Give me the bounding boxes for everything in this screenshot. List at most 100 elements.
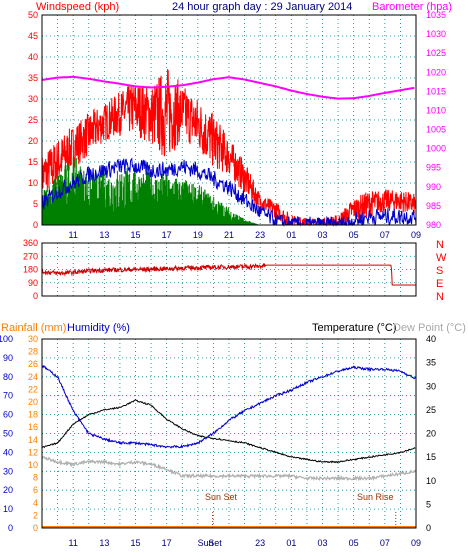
humidity-temp-panel-frame	[41, 338, 417, 529]
bottom-tick-label: 11	[68, 538, 77, 548]
hour-tick-label: 23	[255, 230, 265, 240]
windspeed-tick-label: 35	[28, 73, 38, 83]
direction-tick-label: 90	[28, 278, 38, 288]
barometer-tick-label: 1020	[426, 67, 446, 77]
humidity-tick-label: 60	[3, 410, 13, 420]
direction-tick-label: 0	[33, 291, 38, 301]
rainfall-tick-label: 26	[28, 359, 38, 369]
tick-layer: 0510152025303540455098098599099510001005…	[0, 10, 447, 548]
humidity-axis-title: Humidity (%)	[67, 322, 130, 334]
temperature-tick-label: 0	[426, 523, 431, 533]
hour-tick-label: 21	[224, 230, 234, 240]
humidity-tick-label: 90	[3, 353, 13, 363]
rainfall-tick-label: 16	[28, 422, 38, 432]
compass-label: N	[436, 291, 444, 303]
rainfall-tick-label: 0	[33, 523, 38, 533]
rainfall-tick-label: 4	[33, 498, 38, 508]
windspeed-tick-label: 20	[28, 136, 38, 146]
hour-tick-label: 03	[317, 230, 327, 240]
hour-tick-label: 05	[349, 230, 359, 240]
barometer-tick-label: 990	[426, 182, 441, 192]
wind-panel-frame	[41, 14, 417, 226]
temperature-tick-label: 40	[426, 334, 436, 344]
rainfall-tick-label: 28	[28, 347, 38, 357]
humidity-tick-label: 40	[3, 447, 13, 457]
bottom-tick-label: 05	[349, 538, 359, 548]
bottom-tick-label: 03	[317, 538, 327, 548]
bottom-tick-label: 17	[162, 538, 172, 548]
humidity-tick-label: 20	[3, 485, 13, 495]
hour-tick-label: 09	[411, 230, 421, 240]
barometer-tick-label: 1010	[426, 105, 446, 115]
windspeed-tick-label: 15	[28, 157, 38, 167]
direction-tick-label: 270	[23, 251, 38, 261]
humidity-tick-label: 0	[8, 523, 13, 533]
windspeed-tick-label: 5	[33, 199, 38, 209]
sunset-label: Sun Set	[205, 492, 238, 502]
series-layer	[41, 68, 417, 528]
grid-layer	[42, 15, 416, 528]
humidity-tick-label: 100	[0, 334, 13, 344]
bottom-tick-label: 09	[411, 538, 421, 548]
hour-tick-label: 15	[130, 230, 140, 240]
humidity-series-line	[41, 364, 417, 449]
barometer-series-line	[41, 75, 415, 100]
compass-label: W	[436, 252, 447, 264]
humidity-tick-label: 70	[3, 391, 13, 401]
rainfall-tick-label: 14	[28, 435, 38, 445]
barometer-tick-label: 1015	[426, 86, 446, 96]
windspeed-tick-label: 50	[28, 10, 38, 20]
average-series-line	[41, 157, 417, 227]
temperature-tick-label: 10	[426, 476, 436, 486]
humidity-tick-label: 10	[3, 504, 13, 514]
compass-label: E	[436, 278, 443, 290]
direction-tick-label: 180	[23, 265, 38, 275]
rainfall-tick-label: 20	[28, 397, 38, 407]
barometer-tick-label: 1000	[426, 144, 446, 154]
temperature-tick-label: 5	[426, 499, 431, 509]
bottom-tick-label: 15	[130, 538, 140, 548]
direction-tick-label: 360	[23, 238, 38, 248]
temperature-tick-label: 25	[426, 405, 436, 415]
bottom-tick-label: 07	[380, 538, 390, 548]
dewpoint-axis-title: Dew Point (°C)	[393, 322, 466, 334]
bottom-tick-label: 13	[99, 538, 109, 548]
rainfall-tick-label: 22	[28, 384, 38, 394]
dewpoint-series-line	[41, 455, 417, 482]
frame-layer	[41, 14, 417, 529]
barometer-tick-label: 1035	[426, 10, 446, 20]
windspeed-tick-label: 10	[28, 178, 38, 188]
barometer-tick-label: 1030	[426, 29, 446, 39]
rainfall-tick-label: 6	[33, 485, 38, 495]
temperature-axis-title: Temperature (°C)	[312, 322, 396, 334]
rainfall-axis-title: Rainfall (mm)	[1, 322, 66, 334]
bottom-tick-label: Set	[208, 538, 222, 548]
windspeed-tick-label: 25	[28, 115, 38, 125]
barometer-tick-label: 995	[426, 163, 441, 173]
bottom-tick-label: Sun	[198, 538, 214, 548]
compass-label: S	[436, 265, 443, 277]
barometer-axis-title: Barometer (hpa)	[372, 1, 452, 13]
compass-label: N	[436, 239, 444, 251]
windspeed-tick-label: 30	[28, 94, 38, 104]
bottom-tick-label: 01	[286, 538, 296, 548]
rainfall-tick-label: 8	[33, 473, 38, 483]
hour-tick-label: 07	[380, 230, 390, 240]
temperature-series-line	[41, 399, 416, 464]
hour-tick-label: 19	[193, 230, 203, 240]
rainfall-tick-label: 24	[28, 372, 38, 382]
temperature-tick-label: 15	[426, 452, 436, 462]
barometer-tick-label: 1005	[426, 125, 446, 135]
rainfall-tick-label: 10	[28, 460, 38, 470]
hour-tick-label: 17	[162, 230, 172, 240]
temperature-tick-label: 20	[426, 429, 436, 439]
rainfall-tick-label: 18	[28, 410, 38, 420]
direction-panel-frame	[41, 242, 417, 297]
rainfall-tick-label: 2	[33, 510, 38, 520]
windspeed-tick-label: 40	[28, 52, 38, 62]
sunrise-label: Sun Rise	[357, 492, 394, 502]
barometer-tick-label: 1025	[426, 48, 446, 58]
humidity-tick-label: 50	[3, 429, 13, 439]
windspeed-tick-label: 0	[33, 220, 38, 230]
